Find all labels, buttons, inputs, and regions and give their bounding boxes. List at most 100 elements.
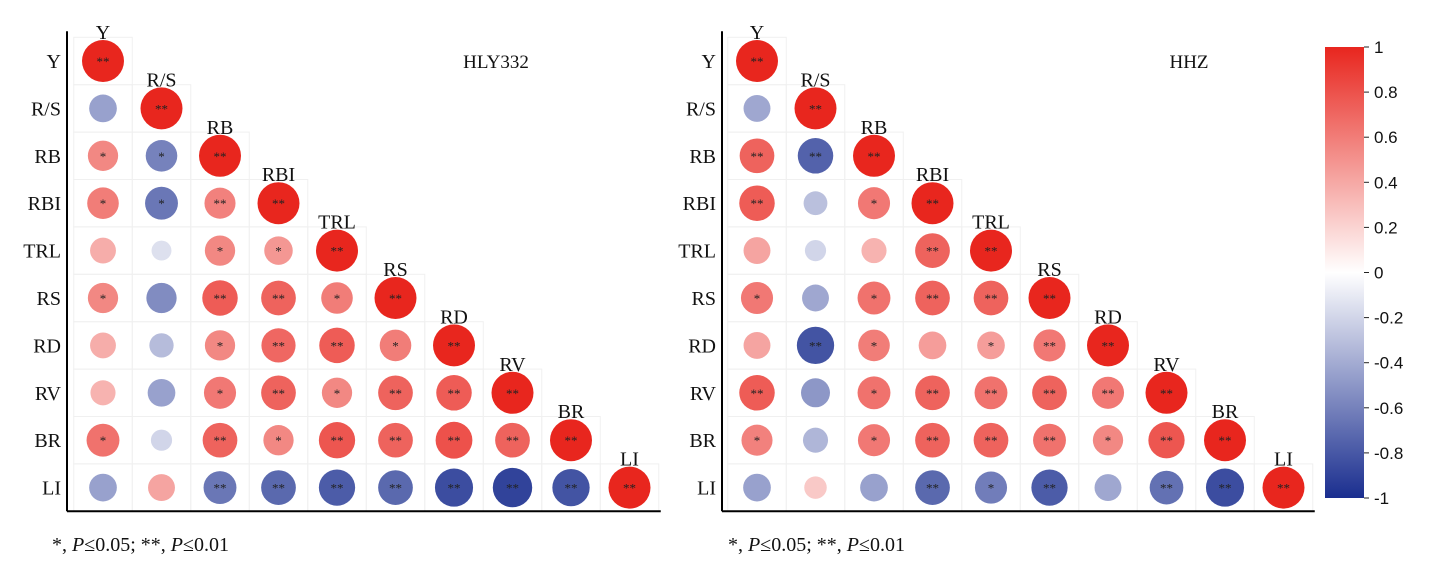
corr-circle-BR-RBI — [915, 422, 950, 458]
corr-circle-BR-RBI — [263, 425, 294, 456]
column-label-rd: RD — [1094, 306, 1122, 328]
corr-circle-RV-RV — [491, 371, 534, 414]
row-label-rv: RV — [690, 383, 717, 405]
corr-circle-RV-RBI — [261, 375, 296, 411]
corr-circle-BR-RD — [1092, 425, 1124, 456]
corr-circle-RV-RD — [436, 375, 472, 411]
corr-circle-LI-TRL — [974, 471, 1008, 504]
corr-circle-RS-TRL — [973, 280, 1009, 316]
panel-hhz: Y R/S RB RBI TRL RS RD RV BR LI Y R/S RB RBI TRL RS RD RV… — [678, 22, 1315, 513]
significance-mark: ** — [331, 433, 344, 448]
corr-circle-RS-R/S — [802, 284, 829, 312]
corr-circle-RV-RB — [203, 376, 237, 409]
corr-circle-LI-Y — [89, 473, 117, 502]
corr-circle-BR-RS — [1033, 423, 1066, 457]
corr-circle-BR-RB — [857, 424, 891, 457]
corr-circle-RD-RD — [433, 324, 475, 367]
corr-circle-LI-RD — [434, 468, 474, 507]
significance-mark: * — [100, 433, 107, 448]
significance-mark: ** — [448, 481, 461, 496]
row-label-li: LI — [697, 478, 716, 500]
corr-circle-LI-Y — [743, 473, 771, 502]
column-label-br: BR — [1212, 401, 1239, 423]
significance-mark: * — [334, 291, 341, 306]
corr-circle-RS-TRL — [321, 282, 353, 314]
row-label-y: Y — [702, 51, 716, 73]
row-label-y: Y — [47, 51, 61, 73]
corr-circle-R/S-R/S — [794, 87, 837, 130]
colorbar-tick-label: -0.4 — [1374, 354, 1403, 373]
significance-mark: ** — [1277, 481, 1290, 496]
footnote-right: *, P≤0.05; **, P≤0.01 — [728, 534, 905, 557]
significance-mark: * — [754, 433, 761, 448]
significance-mark: ** — [448, 338, 461, 353]
column-label-y: Y — [750, 22, 764, 44]
corr-circle-TRL-RBI — [264, 236, 293, 265]
corr-circle-TRL-Y — [743, 237, 771, 265]
footnote-sig2-symbol: **, — [140, 534, 166, 556]
significance-mark: * — [217, 244, 224, 259]
row-label-rv: RV — [35, 383, 62, 405]
corr-circle-RV-R/S — [801, 378, 830, 408]
footnote-sig2-var: P — [846, 534, 859, 556]
significance-mark: ** — [565, 433, 578, 448]
corr-circle-TRL-TRL — [316, 229, 358, 272]
significance-mark: * — [275, 244, 282, 259]
corr-circle-RB-RB — [853, 134, 895, 177]
significance-mark: ** — [272, 481, 285, 496]
corr-circle-RD-RBI — [261, 328, 296, 363]
corr-circle-BR-Y — [86, 423, 120, 457]
corr-circle-LI-BR — [552, 468, 590, 507]
corr-circle-RD-R/S — [796, 326, 835, 365]
significance-mark: ** — [868, 149, 881, 164]
colorbar-tick-label: 0.6 — [1374, 128, 1398, 147]
row-label-rs: RS — [692, 288, 716, 310]
significance-mark: ** — [926, 386, 939, 401]
corr-circle-RBI-RB — [204, 187, 236, 219]
corr-circle-LI-RB — [203, 471, 237, 505]
corr-circle-RBI-RBI — [257, 182, 300, 225]
corr-circle-RBI-Y — [739, 185, 775, 221]
significance-mark: ** — [272, 291, 285, 306]
corr-circle-R/S-Y — [743, 94, 771, 122]
corr-circle-RS-Y — [87, 282, 119, 314]
significance-mark: ** — [331, 481, 344, 496]
corr-circle-LI-BR — [1205, 468, 1245, 507]
corr-circle-RS-RBI — [261, 280, 296, 316]
corr-circle-R/S-Y — [89, 94, 117, 123]
corr-circle-LI-LI — [1262, 466, 1305, 509]
column-label-li: LI — [620, 449, 639, 471]
colorbar-tick-label: 1 — [1374, 38, 1383, 57]
significance-mark: ** — [331, 244, 344, 259]
corr-circle-RS-RBI — [915, 280, 950, 316]
significance-mark: ** — [272, 386, 285, 401]
corr-circle-RD-RB — [204, 330, 236, 361]
significance-mark: ** — [751, 54, 764, 69]
corr-circle-LI-RV — [492, 467, 533, 508]
significance-mark: ** — [506, 481, 519, 496]
corr-circle-RV-Y — [90, 380, 116, 406]
corr-circle-RV-RV — [1145, 371, 1188, 414]
significance-mark: * — [988, 338, 995, 353]
corr-circle-BR-BR — [550, 419, 592, 462]
corr-circle-RD-RS — [1033, 329, 1066, 362]
significance-mark: ** — [751, 196, 764, 211]
corr-circle-LI-RBI — [261, 470, 296, 505]
significance-mark: ** — [751, 386, 764, 401]
corr-circle-RBI-R/S — [803, 191, 828, 216]
significance-mark: * — [871, 291, 878, 306]
corr-circle-RS-R/S — [146, 282, 177, 314]
corr-circle-TRL-R/S — [151, 240, 172, 261]
significance-mark: ** — [506, 433, 519, 448]
significance-mark: ** — [1160, 481, 1173, 496]
corr-circle-RBI-RBI — [911, 182, 954, 225]
corr-circle-LI-R/S — [804, 476, 827, 499]
corr-circle-RB-R/S — [797, 138, 834, 174]
colorbar-tick-label: 0.4 — [1374, 173, 1398, 192]
corr-circle-RB-R/S — [145, 140, 178, 172]
significance-mark: ** — [751, 149, 764, 164]
corr-circle-RD-Y — [743, 331, 771, 359]
significance-mark: ** — [272, 196, 285, 211]
significance-mark: ** — [1043, 386, 1056, 401]
significance-mark: ** — [331, 338, 344, 353]
